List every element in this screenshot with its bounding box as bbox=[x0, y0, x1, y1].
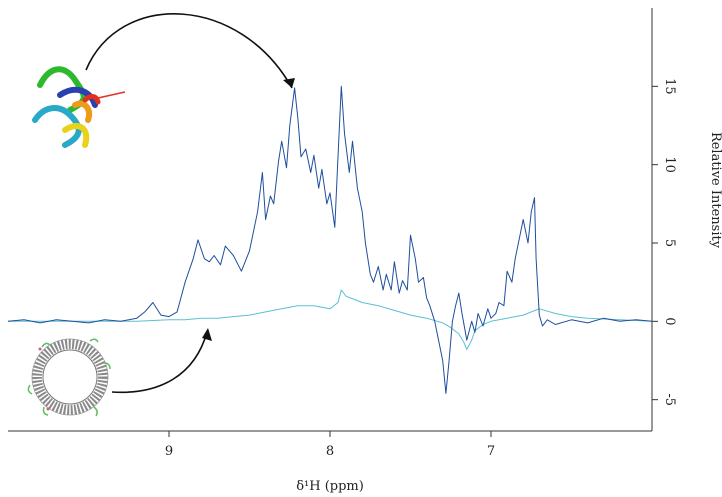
plot-frame bbox=[8, 8, 653, 432]
liposome-icon bbox=[27, 338, 111, 417]
annotation-arrows bbox=[85, 13, 295, 394]
arrowhead-lower bbox=[202, 328, 212, 341]
y-ticks: -5 0 5 10 15 bbox=[652, 78, 677, 406]
x-tick-label: 9 bbox=[165, 444, 173, 459]
y-tick-label: 15 bbox=[662, 78, 677, 95]
x-ticks: 9 8 7 bbox=[165, 431, 495, 459]
y-tick-label: -5 bbox=[662, 393, 677, 406]
y-tick-label: 0 bbox=[662, 317, 677, 325]
series-line bbox=[7, 85, 653, 394]
series-layer bbox=[7, 85, 653, 394]
y-tick-label: 5 bbox=[662, 239, 677, 247]
series-line bbox=[8, 289, 653, 350]
arrow-upper bbox=[85, 13, 293, 89]
protein-structure-icon bbox=[32, 66, 126, 148]
x-tick-label: 8 bbox=[326, 444, 334, 459]
arrow-lower bbox=[111, 331, 208, 394]
arrowhead-upper bbox=[283, 78, 295, 88]
x-axis-title: δ¹H (ppm) bbox=[296, 479, 364, 494]
y-axis-title: Relative Intensity bbox=[708, 132, 722, 249]
y-tick-label: 10 bbox=[662, 156, 677, 173]
x-tick-label: 7 bbox=[487, 444, 495, 459]
